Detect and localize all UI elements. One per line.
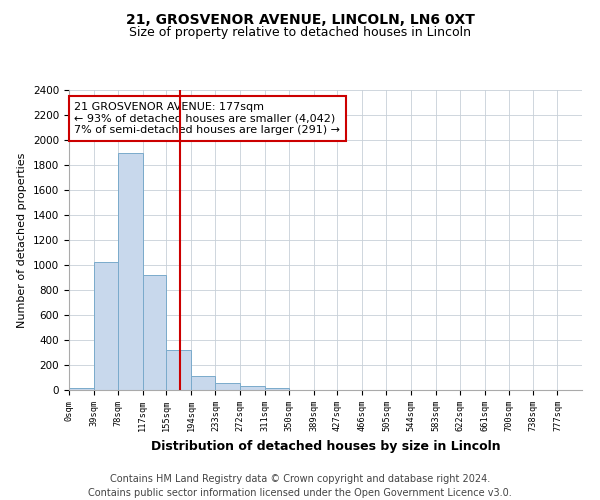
Bar (94, 262, 118, 390)
Y-axis label: Number of detached properties: Number of detached properties (17, 152, 28, 328)
Bar (240, 386, 265, 390)
Text: Contains HM Land Registry data © Crown copyright and database right 2024.
Contai: Contains HM Land Registry data © Crown c… (88, 474, 512, 498)
Text: 21 GROSVENOR AVENUE: 177sqm
← 93% of detached houses are smaller (4,042)
7% of s: 21 GROSVENOR AVENUE: 177sqm ← 93% of det… (74, 102, 340, 135)
Bar (265, 388, 289, 390)
Text: Size of property relative to detached houses in Lincoln: Size of property relative to detached ho… (129, 26, 471, 39)
Bar (118, 152, 143, 390)
Bar (143, 275, 166, 390)
Bar (191, 376, 215, 390)
Bar (69, 388, 94, 390)
Text: 21, GROSVENOR AVENUE, LINCOLN, LN6 0XT: 21, GROSVENOR AVENUE, LINCOLN, LN6 0XT (125, 12, 475, 26)
Bar (166, 350, 191, 390)
Bar (215, 383, 240, 390)
X-axis label: Distribution of detached houses by size in Lincoln: Distribution of detached houses by size … (151, 440, 500, 452)
